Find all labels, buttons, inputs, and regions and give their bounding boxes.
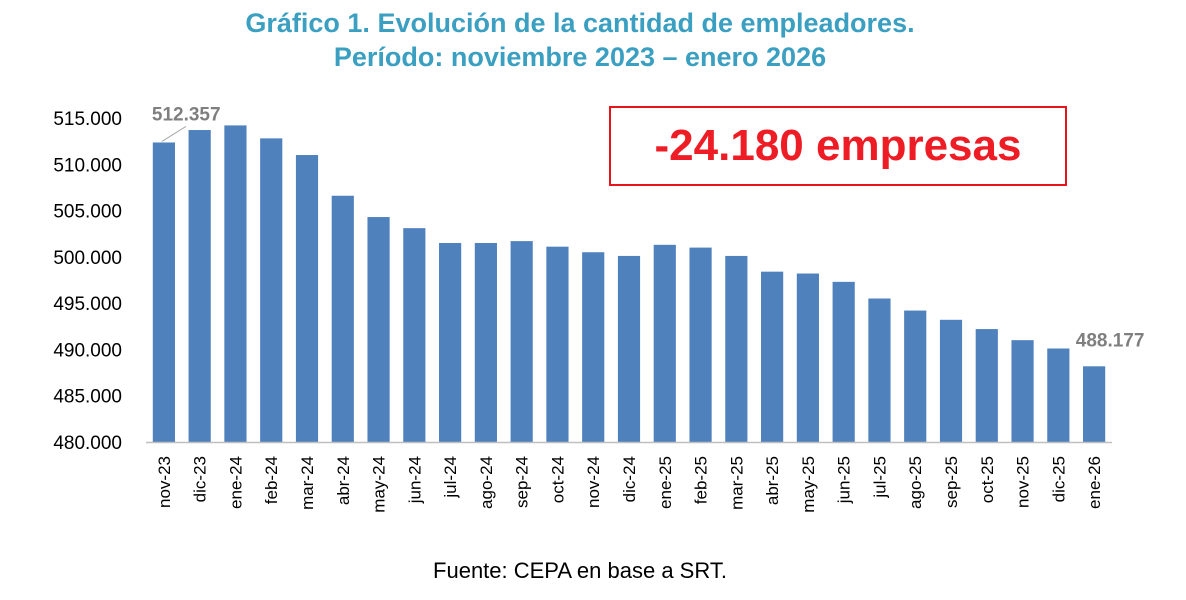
bar <box>689 247 712 442</box>
bar <box>403 228 426 442</box>
bar <box>510 241 533 442</box>
bar <box>904 310 927 442</box>
x-tick-label: sep-24 <box>513 456 532 508</box>
x-tick-label: ene-25 <box>656 456 675 509</box>
bar <box>975 329 998 442</box>
data-label-leader <box>161 126 187 142</box>
x-tick-label: feb-24 <box>262 456 281 504</box>
y-tick-label: 495.000 <box>53 294 122 315</box>
data-label: 488.177 <box>1076 330 1145 351</box>
bar <box>474 242 497 442</box>
x-tick-label: nov-25 <box>1014 456 1033 508</box>
x-tick-label: dic-23 <box>191 456 210 502</box>
y-tick-label: 490.000 <box>53 340 122 361</box>
bar <box>617 255 641 442</box>
bar <box>832 281 855 442</box>
bar <box>260 138 283 442</box>
x-tick-label: may-24 <box>370 456 389 513</box>
callout-text: -24.180 empresas <box>654 121 1022 170</box>
bar <box>367 217 390 442</box>
x-tick-label: feb-25 <box>692 456 711 504</box>
x-tick-label: abr-25 <box>763 456 782 505</box>
x-tick-label: nov-23 <box>155 456 174 508</box>
bar <box>1011 340 1034 442</box>
callout-box: -24.180 empresas <box>609 106 1067 186</box>
x-tick-label: ago-24 <box>477 456 496 509</box>
x-tick-label: abr-24 <box>334 456 353 505</box>
bar <box>725 255 748 442</box>
x-tick-label: jun-25 <box>835 456 854 504</box>
bar <box>1047 348 1070 442</box>
bar <box>295 155 319 442</box>
x-tick-label: jul-25 <box>870 456 889 499</box>
y-tick-label: 500.000 <box>53 248 122 269</box>
x-tick-label: dic-25 <box>1049 456 1068 502</box>
y-tick-label: 480.000 <box>53 433 122 454</box>
x-tick-label: mar-24 <box>298 456 317 510</box>
x-tick-label: ene-24 <box>226 456 245 509</box>
x-tick-label: oct-24 <box>548 456 567 503</box>
x-tick-label: jul-24 <box>441 456 460 499</box>
source-note: Fuente: CEPA en base a SRT. <box>433 558 727 583</box>
x-tick-label: jun-24 <box>405 456 424 504</box>
y-tick-label: 485.000 <box>53 387 122 408</box>
x-tick-label: oct-25 <box>978 456 997 503</box>
data-label: 512.357 <box>152 104 221 125</box>
bar <box>152 142 175 443</box>
chart-title: Gráfico 1. Evolución de la cantidad de e… <box>0 6 1160 74</box>
bar <box>546 246 569 442</box>
bar <box>796 273 819 442</box>
bar <box>653 244 676 442</box>
bar <box>439 242 462 442</box>
x-tick-label: sep-25 <box>942 456 961 508</box>
x-tick-label: nov-24 <box>584 456 603 508</box>
bar <box>188 130 211 442</box>
bar <box>1083 366 1106 442</box>
y-tick-label: 515.000 <box>53 109 122 130</box>
title-line-2: Período: noviembre 2023 – enero 2026 <box>333 42 827 72</box>
x-tick-label: may-25 <box>799 456 818 513</box>
bar <box>868 298 891 442</box>
x-tick-label: dic-24 <box>620 456 639 502</box>
x-tick-label: mar-25 <box>727 456 746 510</box>
bar <box>939 319 963 442</box>
bar <box>761 271 784 442</box>
x-tick-label: ene-26 <box>1085 456 1104 509</box>
title-line-1: Gráfico 1. Evolución de la cantidad de e… <box>245 8 915 38</box>
y-tick-label: 505.000 <box>53 202 122 223</box>
bar <box>331 195 354 442</box>
bar <box>224 125 247 443</box>
x-tick-label: ago-25 <box>906 456 925 509</box>
bar <box>582 252 605 442</box>
y-tick-label: 510.000 <box>53 155 122 176</box>
